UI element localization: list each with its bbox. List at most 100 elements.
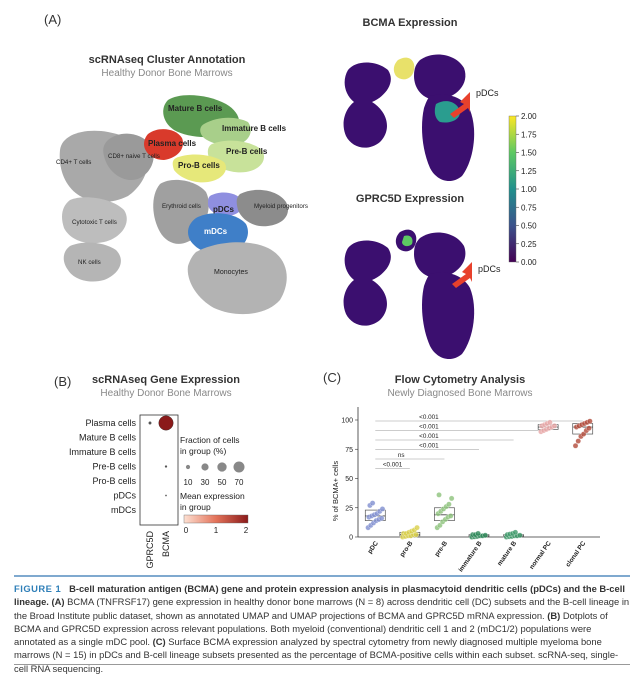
cluster-cytotoxic-t-cells bbox=[62, 197, 127, 244]
cluster-pro-b bbox=[172, 154, 227, 183]
flow-ylabel: % of BCMA+ cells bbox=[331, 461, 340, 521]
label-pre-b: Pre-B cells bbox=[226, 147, 268, 156]
flow-ytick-label: 0 bbox=[349, 535, 353, 542]
colorbar-tick-label: 1.00 bbox=[521, 185, 537, 194]
label-nk: NK cells bbox=[78, 259, 101, 266]
caption-a-text: BCMA (TNFRSF17) gene expression in healt… bbox=[14, 596, 630, 621]
label-cytotoxic-t: Cytotoxic T cells bbox=[72, 219, 117, 226]
dotplot-frame bbox=[139, 414, 179, 526]
data-point bbox=[369, 500, 376, 506]
dotplot-dot bbox=[164, 465, 168, 468]
flow-title: Flow Cytometry Analysis bbox=[395, 374, 525, 386]
flow-xtick-label: immature B bbox=[457, 540, 483, 574]
colorbar-tick-label: 0.00 bbox=[521, 258, 537, 267]
colorbar-tick-label: 0.50 bbox=[521, 222, 537, 231]
flow-xtick-label: clonal PC bbox=[565, 540, 588, 569]
dotplot-column-label: GPRC5D bbox=[145, 531, 155, 569]
flow-xtick-label: pro-B bbox=[399, 540, 415, 558]
size-legend-title-line1: Fraction of cells bbox=[180, 435, 240, 445]
dotplot-row-label: Mature B cells bbox=[79, 433, 137, 443]
panel-b-label: (B) bbox=[54, 374, 72, 389]
label-monocytes: Monocytes bbox=[214, 269, 248, 276]
dotplot-dot bbox=[148, 421, 152, 425]
cluster-nk-cells bbox=[63, 242, 121, 282]
flow-xtick-label: pre-B bbox=[434, 540, 450, 558]
data-point bbox=[587, 418, 593, 424]
data-point bbox=[413, 531, 419, 538]
significance-label: <0.001 bbox=[419, 433, 439, 440]
color-legend-tick: 2 bbox=[244, 526, 249, 535]
data-point bbox=[517, 532, 523, 538]
data-point bbox=[586, 425, 592, 431]
size-legend-title-line2: in group (%) bbox=[180, 446, 226, 456]
expression-colorbar bbox=[508, 115, 517, 263]
label-myeloid-progenitors: Myeloid progenitors bbox=[254, 203, 308, 210]
color-legend-title-line1: Mean expression bbox=[180, 491, 245, 501]
cluster-cd8-t-cells bbox=[103, 133, 154, 181]
umap-title: scRNAseq Cluster Annotation bbox=[89, 54, 246, 66]
caption-b-text: Dotplots of BCMA and GPRC5D expression a… bbox=[14, 609, 608, 648]
bcma-pdc-label: pDCs bbox=[476, 88, 499, 98]
color-legend-tick: 1 bbox=[214, 526, 219, 535]
data-point bbox=[572, 442, 579, 449]
label-plasma: Plasma cells bbox=[148, 139, 197, 148]
flow-subtitle: Newly Diagnosed Bone Marrows bbox=[387, 388, 532, 399]
caption-b-label: (B) bbox=[547, 609, 561, 621]
panel-c-boxplot: Flow Cytometry Analysis Newly Diagnosed … bbox=[331, 374, 600, 574]
significance-label: <0.001 bbox=[419, 443, 439, 450]
dotplot-row-label: Immature B cells bbox=[69, 447, 137, 457]
flow-xtick-label: normal PC bbox=[528, 540, 553, 571]
bcma-umap-title: BCMA Expression bbox=[363, 17, 458, 29]
colorbar-tick-label: 0.25 bbox=[521, 240, 537, 249]
label-immature-b: Immature B cells bbox=[222, 124, 287, 133]
panel-b-dotplot: scRNAseq Gene Expression Healthy Donor B… bbox=[69, 374, 249, 569]
significance-label: ns bbox=[398, 452, 405, 459]
significance-label: <0.001 bbox=[419, 424, 439, 431]
caption-c-label: (C) bbox=[152, 636, 166, 648]
cluster-myeloid-progenitors bbox=[236, 189, 288, 227]
dotplot-column-label: BCMA bbox=[161, 531, 171, 557]
colorbar-tick-label: 1.50 bbox=[521, 149, 537, 158]
size-legend-dot bbox=[217, 462, 227, 472]
label-mature-b: Mature B cells bbox=[168, 104, 223, 113]
bcma-pdc-arrow bbox=[450, 92, 470, 118]
panel-a-label: (A) bbox=[44, 12, 62, 27]
label-erythroid: Erythroid cells bbox=[162, 203, 201, 210]
color-legend-title-line2: in group bbox=[180, 502, 211, 512]
size-legend-dot bbox=[201, 463, 209, 471]
figure-caption: FIGURE 1 B-cell maturation antigen (BCMA… bbox=[14, 582, 630, 675]
gprc5d-pdc-label: pDCs bbox=[478, 264, 501, 274]
dotplot-title: scRNAseq Gene Expression bbox=[92, 374, 240, 386]
dotplot-row-label: pDCs bbox=[113, 491, 136, 501]
flow-ytick-label: 25 bbox=[345, 505, 353, 512]
dotplot-subtitle: Healthy Donor Bone Marrows bbox=[100, 388, 231, 399]
cluster-pdcs bbox=[208, 192, 244, 216]
data-point bbox=[436, 492, 442, 498]
label-pdcs: pDCs bbox=[213, 205, 234, 214]
colorbar-tick-label: 1.25 bbox=[521, 167, 537, 176]
size-legend-label: 10 bbox=[184, 478, 193, 487]
caption-c-text: Surface BCMA expression analyzed by spec… bbox=[14, 636, 619, 674]
data-point bbox=[575, 438, 581, 444]
dotplot-row-label: Plasma cells bbox=[85, 418, 136, 428]
color-legend-tick: 0 bbox=[184, 526, 189, 535]
data-point bbox=[512, 529, 519, 536]
size-legend-dot bbox=[233, 461, 245, 473]
flow-xtick-label: pDC bbox=[367, 540, 381, 555]
data-point bbox=[448, 495, 455, 502]
gprc5d-umap bbox=[343, 229, 475, 360]
flow-ytick-label: 50 bbox=[345, 476, 353, 483]
dotplot-dot bbox=[158, 415, 174, 431]
flow-ytick-label: 75 bbox=[345, 447, 353, 454]
cluster-immature-b bbox=[200, 117, 251, 146]
caption-rule-bottom bbox=[14, 664, 630, 665]
data-point bbox=[446, 501, 452, 507]
size-legend-label: 50 bbox=[218, 478, 227, 487]
data-point bbox=[547, 419, 553, 426]
data-point bbox=[378, 515, 385, 522]
size-legend-dot bbox=[185, 464, 191, 470]
caption-rule-top bbox=[14, 575, 630, 577]
data-point bbox=[551, 423, 558, 429]
flow-ytick-label: 100 bbox=[341, 418, 353, 425]
data-point bbox=[379, 506, 386, 512]
